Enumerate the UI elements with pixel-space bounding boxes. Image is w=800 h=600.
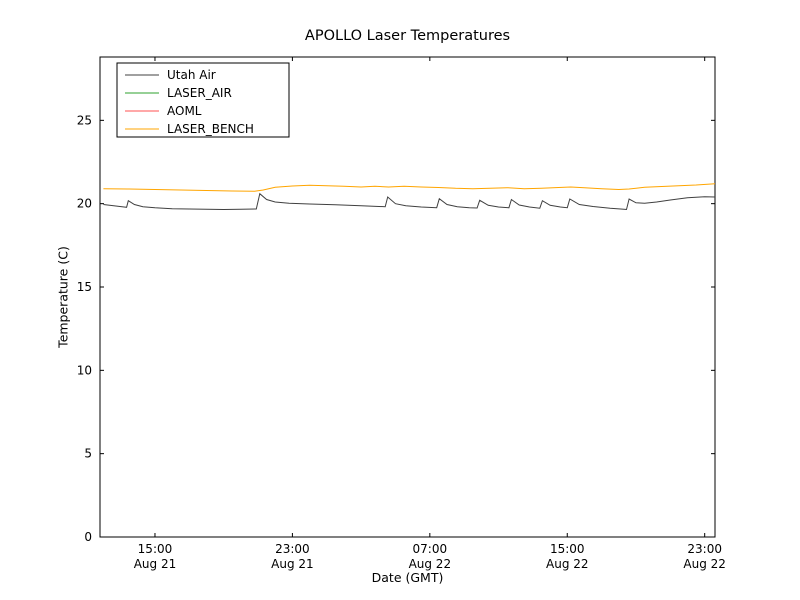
- x-tick-label-date: Aug 22: [409, 557, 452, 571]
- chart-title: APOLLO Laser Temperatures: [304, 28, 511, 44]
- x-tick-label-time: 15:00: [550, 542, 585, 556]
- y-tick-label: 25: [77, 113, 92, 127]
- x-tick-label-time: 15:00: [138, 542, 173, 556]
- x-tick-label-date: Aug 22: [683, 557, 726, 571]
- x-tick-label-time: 07:00: [413, 542, 448, 556]
- y-tick-label: 0: [84, 530, 92, 544]
- x-tick-label-date: Aug 21: [134, 557, 177, 571]
- series-line-utah-air: [103, 192, 716, 211]
- legend-label: Utah Air: [167, 68, 216, 82]
- x-tick-label-date: Aug 22: [546, 557, 589, 571]
- x-tick-label-time: 23:00: [687, 542, 722, 556]
- x-tick-label-date: Aug 21: [271, 557, 314, 571]
- legend-label: LASER_BENCH: [167, 122, 254, 136]
- legend-label: AOML: [167, 104, 202, 118]
- axes-frame: [99, 56, 716, 538]
- legend-label: LASER_AIR: [167, 86, 232, 100]
- y-tick-label: 20: [77, 197, 92, 211]
- series-line-laser-bench: [103, 183, 716, 192]
- x-tick-label-time: 23:00: [275, 542, 310, 556]
- y-tick-label: 5: [84, 447, 92, 461]
- x-axis-label: Date (GMT): [371, 570, 444, 585]
- y-tick-label: 10: [77, 363, 92, 377]
- y-tick-label: 15: [77, 280, 92, 294]
